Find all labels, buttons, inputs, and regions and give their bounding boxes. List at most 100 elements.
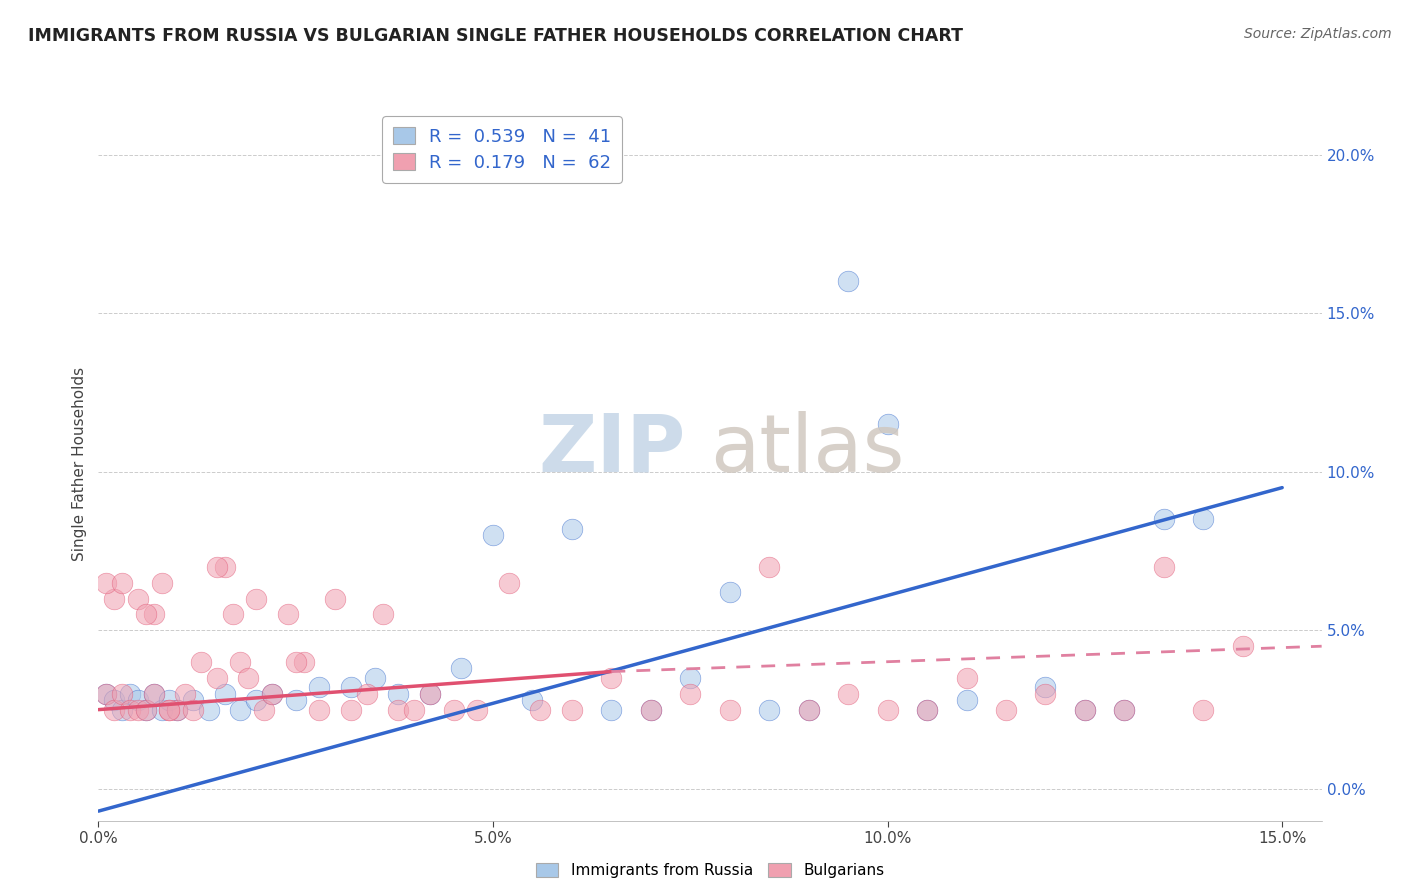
Point (166, 703, 188, 717)
Point (340, 681, 363, 695)
Point (1074, 703, 1097, 717)
Point (292, 655, 315, 669)
Point (1192, 703, 1215, 717)
Legend: Immigrants from Russia, Bulgarians: Immigrants from Russia, Bulgarians (530, 856, 890, 884)
Point (443, 703, 465, 717)
Point (159, 693, 181, 707)
Point (159, 703, 181, 717)
Point (150, 703, 173, 717)
Point (181, 693, 204, 707)
Point (640, 703, 662, 717)
Point (135, 703, 157, 717)
Point (111, 575, 134, 590)
Point (1192, 512, 1215, 526)
Point (214, 560, 236, 574)
Point (103, 591, 125, 606)
Point (181, 703, 204, 717)
Point (1074, 703, 1097, 717)
Point (955, 693, 977, 707)
Point (159, 703, 181, 717)
Point (245, 591, 267, 606)
Point (797, 703, 820, 717)
Point (758, 703, 780, 717)
Point (221, 607, 243, 622)
Point (955, 671, 977, 685)
Point (229, 703, 252, 717)
Point (529, 703, 551, 717)
Point (111, 687, 134, 701)
Point (1114, 703, 1136, 717)
Point (308, 703, 330, 717)
Point (522, 693, 544, 707)
Point (404, 703, 426, 717)
Point (96, 687, 118, 701)
Point (419, 687, 441, 701)
Point (1035, 687, 1057, 701)
Point (340, 703, 363, 717)
Point (465, 703, 488, 717)
Point (561, 703, 583, 717)
Point (419, 687, 441, 701)
Point (166, 703, 188, 717)
Point (127, 693, 149, 707)
Point (837, 687, 859, 701)
Point (1153, 512, 1175, 526)
Point (253, 703, 276, 717)
Point (111, 703, 134, 717)
Point (758, 560, 780, 574)
Text: Source: ZipAtlas.com: Source: ZipAtlas.com (1244, 27, 1392, 41)
Point (797, 703, 820, 717)
Point (387, 703, 409, 717)
Point (387, 687, 409, 701)
Point (994, 703, 1017, 717)
Point (876, 703, 898, 717)
Point (356, 687, 378, 701)
Point (323, 591, 346, 606)
Point (205, 560, 228, 574)
Point (205, 671, 228, 685)
Point (482, 528, 505, 542)
Point (308, 681, 330, 695)
Point (718, 703, 741, 717)
Text: IMMIGRANTS FROM RUSSIA VS BULGARIAN SINGLE FATHER HOUSEHOLDS CORRELATION CHART: IMMIGRANTS FROM RUSSIA VS BULGARIAN SING… (28, 27, 963, 45)
Point (640, 703, 662, 717)
Point (600, 703, 623, 717)
Point (238, 671, 260, 685)
Point (1232, 639, 1254, 653)
Point (837, 275, 859, 289)
Text: ZIP: ZIP (538, 410, 686, 489)
Point (876, 417, 898, 432)
Point (127, 703, 149, 717)
Point (363, 671, 385, 685)
Point (679, 671, 702, 685)
Point (142, 687, 165, 701)
Point (174, 687, 197, 701)
Point (718, 585, 741, 599)
Point (142, 687, 165, 701)
Point (284, 693, 307, 707)
Point (284, 655, 307, 669)
Point (118, 687, 141, 701)
Point (561, 522, 583, 536)
Point (96, 687, 118, 701)
Point (135, 607, 157, 622)
Point (96, 575, 118, 590)
Point (277, 607, 299, 622)
Text: atlas: atlas (710, 410, 904, 489)
Point (260, 687, 283, 701)
Point (127, 591, 149, 606)
Point (229, 655, 252, 669)
Point (103, 693, 125, 707)
Point (190, 655, 212, 669)
Point (118, 703, 141, 717)
Point (198, 703, 221, 717)
Point (600, 671, 623, 685)
Point (245, 693, 267, 707)
Point (1153, 560, 1175, 574)
Point (214, 687, 236, 701)
Point (135, 703, 157, 717)
Point (915, 703, 938, 717)
Y-axis label: Single Father Households: Single Father Households (72, 367, 87, 561)
Point (450, 661, 472, 675)
Point (498, 575, 520, 590)
